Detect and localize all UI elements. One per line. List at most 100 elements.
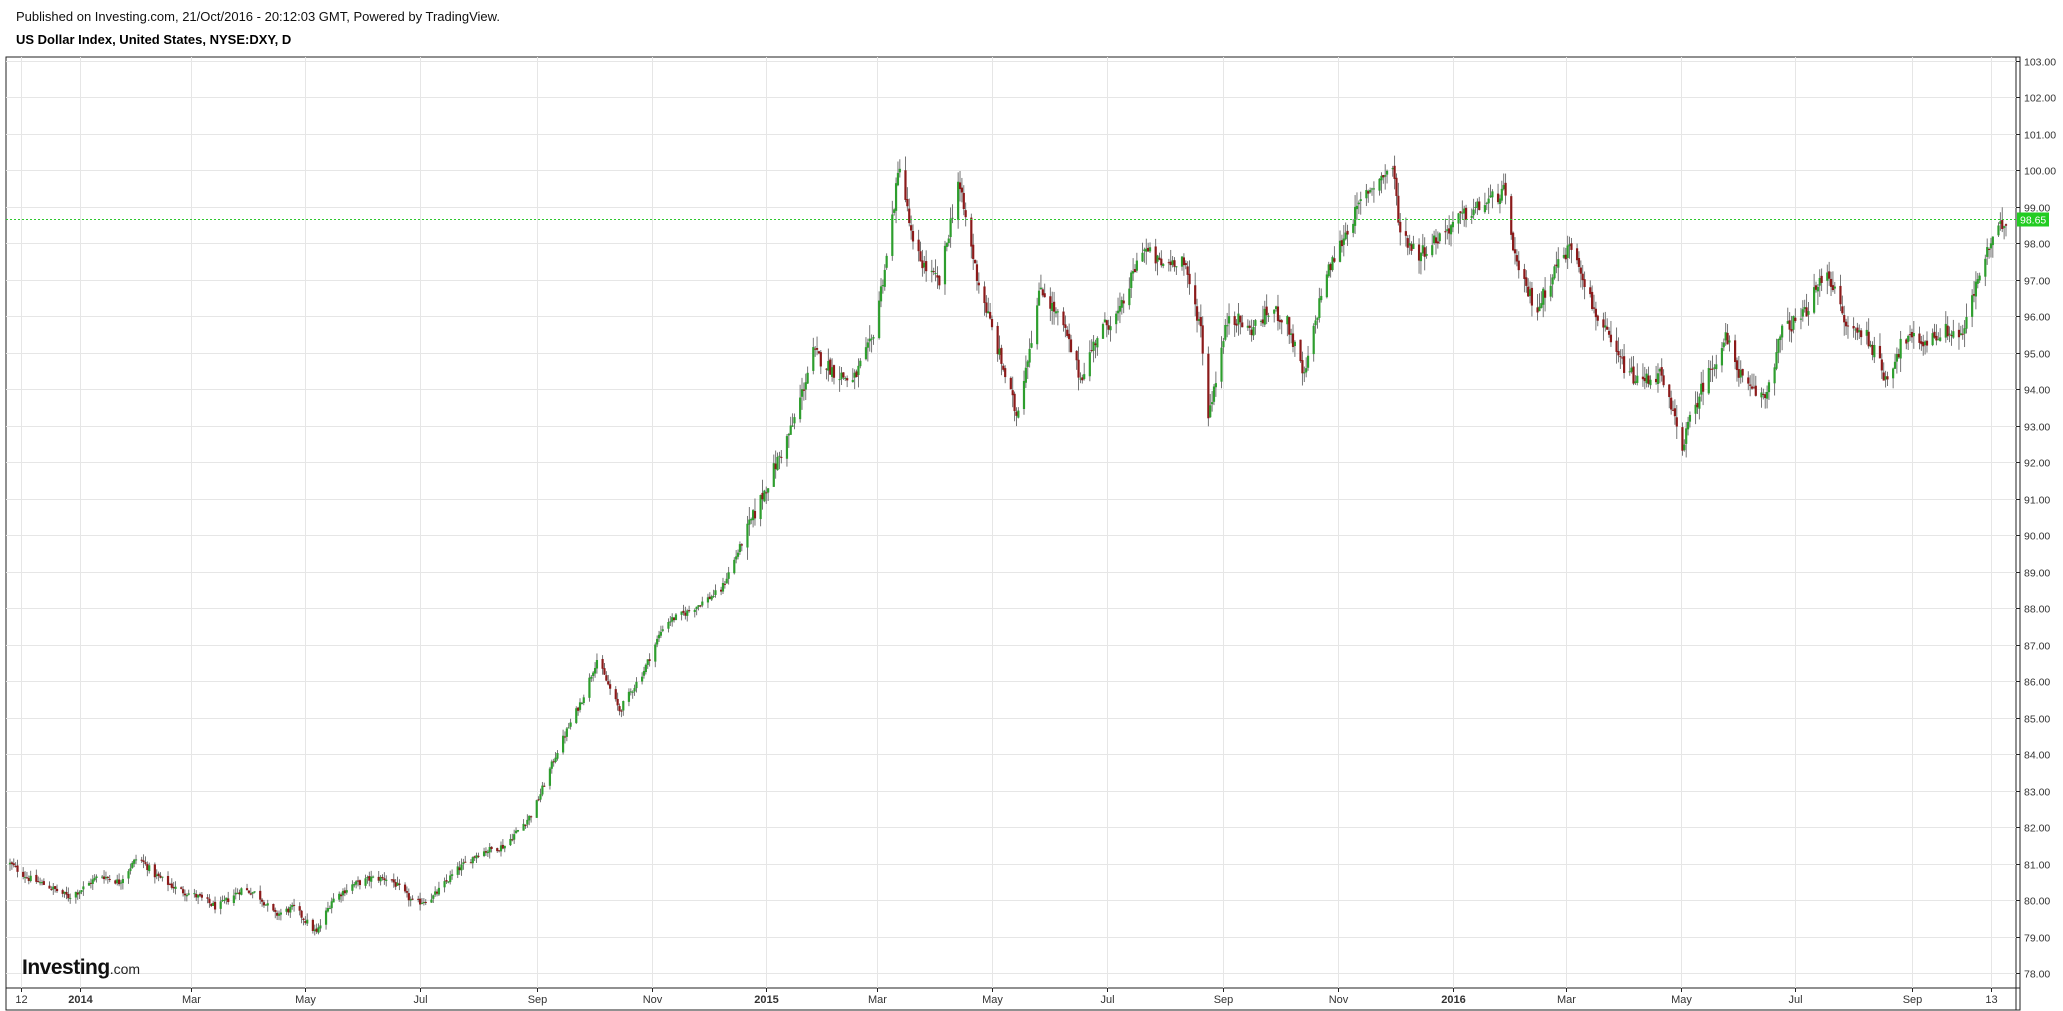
candle-up xyxy=(1148,247,1152,252)
candle-up xyxy=(82,886,85,890)
candle-up xyxy=(1130,272,1133,289)
candle-up xyxy=(838,379,841,381)
candle-down xyxy=(1555,264,1558,267)
candle-up xyxy=(1698,396,1701,409)
x-tick-label: 12 xyxy=(15,994,27,1006)
candle-down xyxy=(1843,315,1846,323)
candle-down xyxy=(1950,335,1953,337)
y-tick-label: 79.00 xyxy=(2024,933,2050,945)
candle-down xyxy=(302,918,305,920)
candle-down xyxy=(1002,365,1005,370)
candle-up xyxy=(1312,325,1315,355)
candle-up xyxy=(1222,341,1225,348)
candle-down xyxy=(1670,397,1673,410)
candle-up xyxy=(697,605,700,607)
candle-up xyxy=(746,523,749,548)
candle-up xyxy=(1777,338,1780,353)
candle-down xyxy=(1105,320,1108,326)
candle-down xyxy=(1069,339,1073,353)
candle-down xyxy=(1367,191,1370,194)
candle-down xyxy=(1301,360,1304,374)
candle-up xyxy=(1431,245,1434,256)
candle-up xyxy=(223,899,226,901)
candle-up xyxy=(575,708,578,723)
candle-up xyxy=(1760,392,1763,398)
candle-up xyxy=(1024,367,1027,383)
candle-up xyxy=(1143,249,1146,251)
candle-up xyxy=(236,893,239,895)
candle-up xyxy=(1634,381,1637,384)
candle-down xyxy=(383,878,386,881)
candle-up xyxy=(1912,333,1915,337)
candle-up xyxy=(187,893,190,895)
candle-up xyxy=(488,846,491,853)
candle-up xyxy=(355,881,358,885)
x-tick-label: 13 xyxy=(1985,994,1997,1006)
candle-up xyxy=(364,878,367,886)
candle-up xyxy=(499,845,503,852)
candle-down xyxy=(684,612,687,616)
candle-down xyxy=(1609,334,1613,343)
candle-down xyxy=(2001,220,2004,230)
candle-up xyxy=(1470,215,1473,218)
candle-up xyxy=(1813,287,1816,313)
candle-up xyxy=(240,888,243,895)
candle-up xyxy=(332,898,335,903)
candle-down xyxy=(292,904,296,906)
candle-up xyxy=(789,425,792,435)
candle-up xyxy=(1425,253,1428,256)
candle-down xyxy=(1867,331,1870,347)
candle-up xyxy=(1286,316,1289,325)
candle-down xyxy=(1910,332,1914,338)
candle-down xyxy=(543,785,546,787)
candle-down xyxy=(1410,244,1413,251)
candle-down xyxy=(1886,376,1889,380)
candle-up xyxy=(1656,373,1660,385)
candle-down xyxy=(1248,325,1251,328)
candle-down xyxy=(616,698,619,706)
candle-down xyxy=(1709,368,1712,370)
candle-down xyxy=(1536,307,1539,313)
candle-down xyxy=(1750,386,1754,389)
candle-down xyxy=(300,910,303,918)
candle-up xyxy=(219,901,222,909)
candle-up xyxy=(101,876,104,878)
candle-up xyxy=(1500,188,1503,201)
x-tick-label: 2015 xyxy=(754,994,778,1006)
candle-down xyxy=(368,876,371,881)
candle-down xyxy=(919,251,922,262)
candle-down xyxy=(1607,330,1611,335)
candle-up xyxy=(78,891,81,894)
candle-up xyxy=(1220,347,1223,382)
x-tick-label: Mar xyxy=(182,994,201,1006)
candle-down xyxy=(938,275,941,286)
candle-down xyxy=(1660,367,1663,376)
candle-up xyxy=(1433,235,1436,244)
y-tick-label: 98.00 xyxy=(2024,239,2050,251)
candle-up xyxy=(1303,372,1306,374)
candle-up xyxy=(1421,245,1424,254)
candle-down xyxy=(603,668,606,675)
candle-down xyxy=(609,684,612,689)
candle-down xyxy=(358,880,362,886)
y-tick-label: 84.00 xyxy=(2024,750,2050,762)
candle-down xyxy=(411,898,414,900)
candle-up xyxy=(1649,379,1652,386)
x-tick-label: Mar xyxy=(868,994,887,1006)
candle-down xyxy=(1329,263,1332,271)
candle-up xyxy=(1869,344,1872,347)
candle-down xyxy=(1933,331,1936,338)
y-tick-label: 103.00 xyxy=(2024,57,2056,69)
candle-up xyxy=(582,697,585,704)
candle-up xyxy=(1461,212,1464,214)
candle-up xyxy=(1683,444,1686,451)
candle-down xyxy=(1662,375,1665,386)
candle-down xyxy=(419,898,422,905)
candle-up xyxy=(671,617,674,622)
candle-up xyxy=(785,436,789,459)
candle-up xyxy=(434,891,437,895)
candle-up xyxy=(1369,190,1372,193)
candle-down xyxy=(392,879,395,883)
candle-up xyxy=(1786,321,1789,324)
